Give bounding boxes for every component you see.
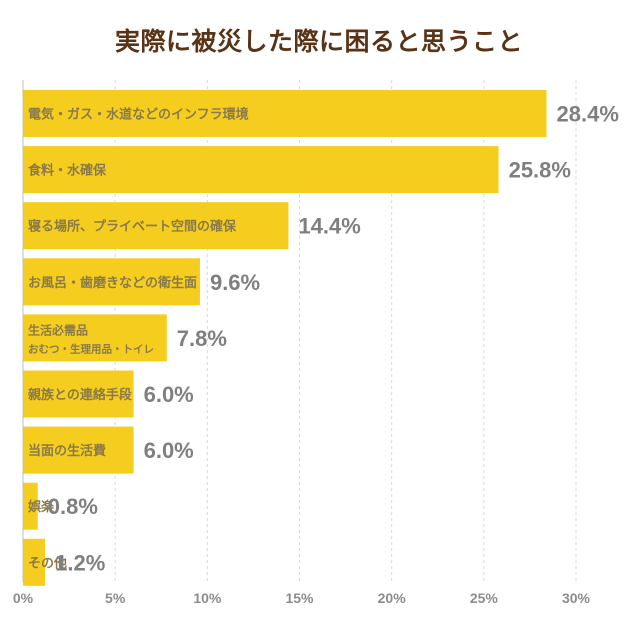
x-tick-label-10: 10% [193, 590, 222, 606]
bar-category-label-0: 電気・ガス・水道などのインフラ環境 [28, 107, 249, 123]
bar-6 [23, 426, 134, 474]
bar-value-label-8: 1.2% [55, 550, 105, 575]
bar-category-sublabel-4: おむつ・生理用品・トイレ [28, 342, 154, 355]
bar-value-label-7: 0.8% [48, 494, 98, 519]
bar-category-label-8: その他 [28, 555, 67, 571]
bar-value-label-5: 6.0% [144, 382, 194, 407]
bar-category-label-5: 親族との連絡手段 [28, 387, 132, 403]
x-tick-label-15: 15% [285, 590, 314, 606]
bar-2 [23, 202, 289, 250]
bar-category-label-2: 寝る場所、プライベート空間の確保 [28, 219, 237, 235]
x-tick-label-30: 30% [562, 590, 591, 606]
x-tick-label-5: 5% [105, 590, 126, 606]
chart-title: 実際に被災した際に困ると思うこと [114, 27, 523, 56]
bar-value-label-1: 25.8% [509, 158, 571, 183]
bar-category-label-1: 食料・水確保 [28, 163, 107, 179]
bar-category-label-7: 娯楽 [28, 499, 55, 515]
bar-value-label-4: 7.8% [177, 326, 227, 351]
bar-category-label-6: 当面の生活費 [28, 443, 106, 459]
x-tick-label-25: 25% [470, 590, 499, 606]
bar-0 [23, 90, 547, 137]
bar-3 [23, 258, 200, 306]
bar-8 [23, 538, 46, 586]
bar-1 [23, 146, 499, 194]
bar-4 [23, 314, 167, 362]
bar-value-label-0: 28.4% [557, 102, 619, 127]
bar-7 [23, 482, 38, 530]
bar-5 [23, 370, 134, 418]
bar-category-label-4: 生活必需品 [28, 322, 88, 337]
x-tick-label-0: 0% [13, 590, 34, 606]
bar-value-label-3: 9.6% [210, 270, 260, 295]
bar-value-label-6: 6.0% [144, 438, 194, 463]
bar-category-label-3: お風呂・歯磨きなどの衛生面 [28, 275, 197, 291]
bar-value-label-2: 14.4% [298, 214, 360, 239]
x-tick-label-20: 20% [378, 590, 407, 606]
